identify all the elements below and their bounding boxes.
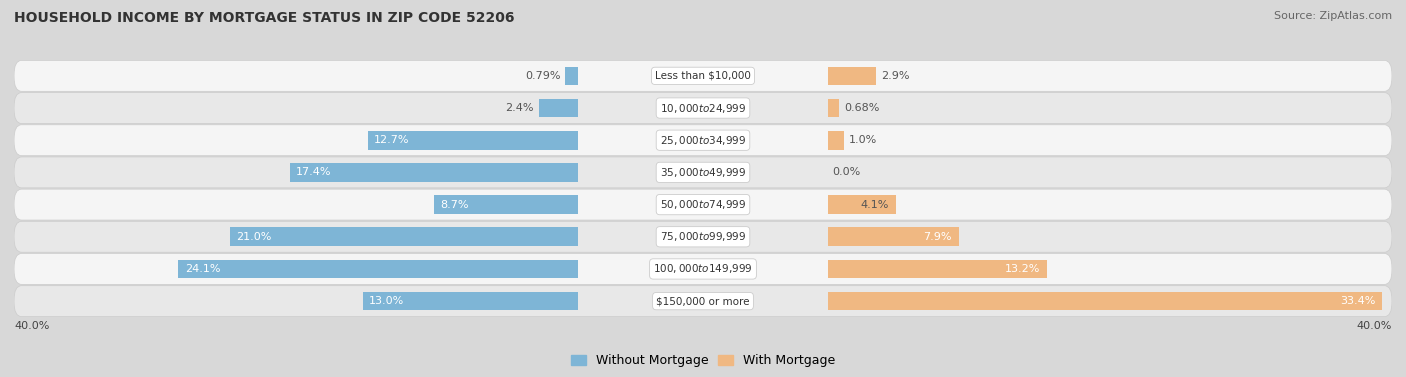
Bar: [229, 227, 578, 246]
Text: 2.4%: 2.4%: [505, 103, 534, 113]
Text: 1.0%: 1.0%: [849, 135, 877, 145]
FancyBboxPatch shape: [14, 253, 1392, 284]
Text: 40.0%: 40.0%: [14, 321, 49, 331]
Bar: [828, 292, 1382, 311]
Bar: [828, 131, 844, 150]
FancyBboxPatch shape: [14, 125, 1392, 156]
Text: Source: ZipAtlas.com: Source: ZipAtlas.com: [1274, 11, 1392, 21]
Text: 21.0%: 21.0%: [236, 232, 271, 242]
Text: 8.7%: 8.7%: [440, 199, 470, 210]
Bar: [179, 260, 578, 278]
Text: 2.9%: 2.9%: [880, 71, 910, 81]
Text: HOUSEHOLD INCOME BY MORTGAGE STATUS IN ZIP CODE 52206: HOUSEHOLD INCOME BY MORTGAGE STATUS IN Z…: [14, 11, 515, 25]
Text: Less than $10,000: Less than $10,000: [655, 71, 751, 81]
FancyBboxPatch shape: [14, 189, 1392, 220]
Legend: Without Mortgage, With Mortgage: Without Mortgage, With Mortgage: [565, 349, 841, 372]
Text: 7.9%: 7.9%: [924, 232, 952, 242]
Text: 33.4%: 33.4%: [1340, 296, 1375, 306]
Bar: [434, 195, 578, 214]
Bar: [828, 195, 896, 214]
Bar: [565, 66, 578, 85]
Text: 12.7%: 12.7%: [374, 135, 409, 145]
Text: $75,000 to $99,999: $75,000 to $99,999: [659, 230, 747, 243]
Text: $35,000 to $49,999: $35,000 to $49,999: [659, 166, 747, 179]
Bar: [828, 66, 876, 85]
Text: $100,000 to $149,999: $100,000 to $149,999: [654, 262, 752, 276]
Text: $50,000 to $74,999: $50,000 to $74,999: [659, 198, 747, 211]
FancyBboxPatch shape: [14, 60, 1392, 91]
Bar: [538, 99, 578, 117]
Bar: [828, 260, 1046, 278]
Text: 40.0%: 40.0%: [1357, 321, 1392, 331]
Text: 0.79%: 0.79%: [524, 71, 561, 81]
FancyBboxPatch shape: [14, 157, 1392, 188]
Text: $10,000 to $24,999: $10,000 to $24,999: [659, 101, 747, 115]
FancyBboxPatch shape: [14, 93, 1392, 124]
Text: 0.0%: 0.0%: [832, 167, 860, 178]
Bar: [363, 292, 578, 311]
Text: 0.68%: 0.68%: [844, 103, 879, 113]
Text: 17.4%: 17.4%: [297, 167, 332, 178]
FancyBboxPatch shape: [14, 221, 1392, 252]
Text: 4.1%: 4.1%: [860, 199, 889, 210]
Bar: [828, 227, 959, 246]
Text: $150,000 or more: $150,000 or more: [657, 296, 749, 306]
Bar: [290, 163, 578, 182]
Text: 24.1%: 24.1%: [186, 264, 221, 274]
FancyBboxPatch shape: [14, 286, 1392, 317]
Bar: [828, 99, 839, 117]
Text: 13.0%: 13.0%: [370, 296, 405, 306]
Bar: [367, 131, 578, 150]
Text: $25,000 to $34,999: $25,000 to $34,999: [659, 134, 747, 147]
Text: 13.2%: 13.2%: [1005, 264, 1040, 274]
